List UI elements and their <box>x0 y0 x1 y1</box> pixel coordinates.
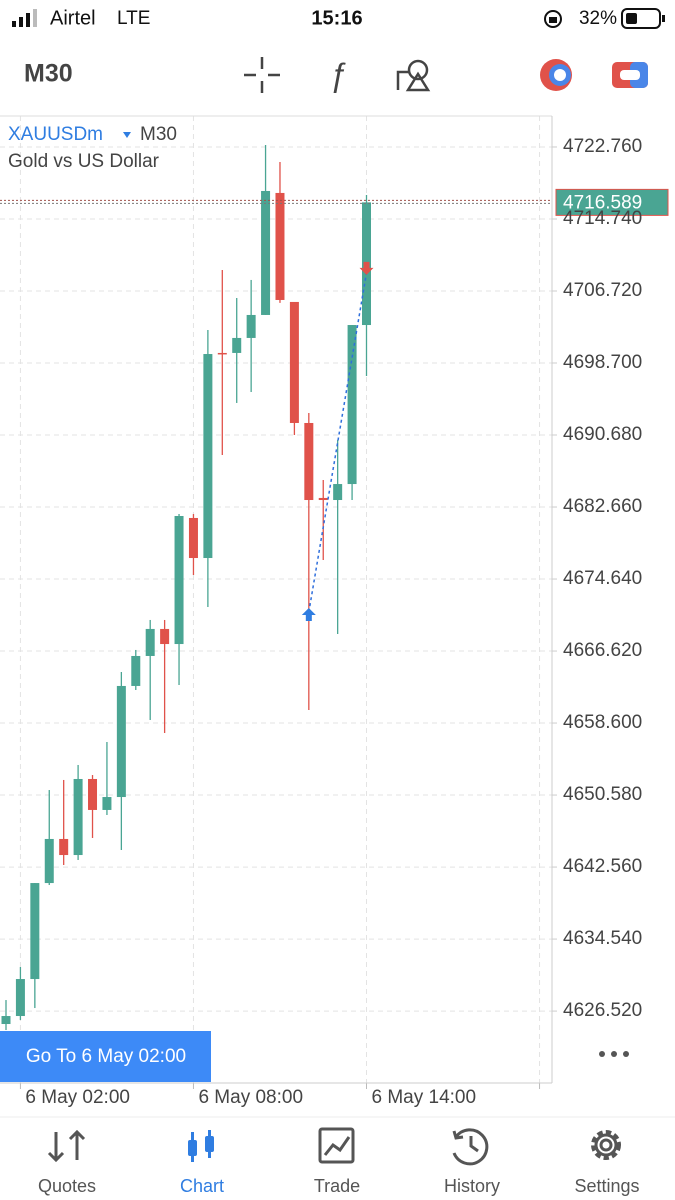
candle-body <box>188 517 198 559</box>
candle-body <box>15 979 25 1017</box>
candle-body <box>347 325 357 485</box>
goto-button[interactable] <box>0 1031 211 1082</box>
x-tick-label: 6 May 02:00 <box>25 1087 130 1108</box>
y-tick-label: 4706.720 <box>563 280 642 301</box>
quotes-icon[interactable] <box>47 1129 86 1163</box>
one-click-button[interactable] <box>540 59 572 91</box>
tab-label[interactable]: Settings <box>574 1176 639 1196</box>
y-tick-label: 4698.700 <box>563 352 642 373</box>
more-button[interactable] <box>599 1051 629 1057</box>
lock-icon <box>544 10 562 28</box>
candle-body <box>318 497 328 501</box>
signal-icon <box>12 9 37 27</box>
candle-body <box>289 301 299 423</box>
tab-label[interactable]: History <box>444 1176 500 1196</box>
trade-button[interactable] <box>612 62 648 88</box>
chart-icon[interactable] <box>188 1130 214 1162</box>
symbol-dropdown[interactable] <box>123 132 131 138</box>
chart-timeframe: M30 <box>140 124 177 145</box>
candle-body <box>174 515 184 645</box>
y-tick-label: 4626.520 <box>563 1000 642 1021</box>
candle-body <box>217 352 227 355</box>
y-tick-label: 4682.660 <box>563 496 642 517</box>
y-tick-label: 4634.540 <box>563 928 642 949</box>
candle-body <box>1 1016 11 1025</box>
symbol-description: Gold vs US Dollar <box>8 151 160 172</box>
battery-icon <box>621 8 665 29</box>
x-tick-label: 6 May 08:00 <box>198 1087 303 1108</box>
candle-body <box>145 628 155 656</box>
tab-bar: Quotes Chart Trade History Settings <box>38 1176 640 1196</box>
sell-marker <box>359 261 374 275</box>
y-tick-label: 4666.620 <box>563 640 642 661</box>
plot-area <box>0 116 557 1089</box>
y-tick-label: 4690.680 <box>563 424 642 445</box>
history-icon[interactable] <box>452 1128 489 1166</box>
candle-body <box>261 190 271 315</box>
tab-label[interactable]: Trade <box>314 1176 360 1196</box>
network: LTE <box>117 8 150 29</box>
symbol[interactable]: XAUUSDm <box>8 124 103 145</box>
y-tick-label: 4642.560 <box>563 856 642 877</box>
candle-body <box>275 192 285 300</box>
timeframe-button[interactable]: M30 <box>24 60 73 88</box>
objects-button[interactable] <box>396 59 431 92</box>
x-tick-label: 6 May 14:00 <box>372 1087 477 1108</box>
candle-body <box>333 484 343 501</box>
y-tick-label: 4722.760 <box>563 136 642 157</box>
candle-body <box>203 354 213 559</box>
crosshair-button[interactable] <box>244 57 280 93</box>
battery-text: 32% <box>579 8 617 29</box>
tab-label[interactable]: Chart <box>180 1176 224 1196</box>
y-tick-label: 4674.640 <box>563 568 642 589</box>
indicators-button[interactable]: ƒ <box>329 56 347 92</box>
candle-body <box>102 797 112 810</box>
candle-body <box>232 337 242 353</box>
price-label-box <box>555 188 669 216</box>
candle-body <box>44 838 54 884</box>
candle-body <box>73 778 83 856</box>
price-label: 4716.589 <box>563 192 642 213</box>
candle-body <box>88 778 98 810</box>
y-tick-label: 4658.600 <box>563 712 642 733</box>
candle-body <box>160 628 170 645</box>
tab-label[interactable]: Quotes <box>38 1176 96 1196</box>
buy-marker <box>301 607 316 621</box>
overlay <box>0 188 669 621</box>
candle-body <box>116 685 126 798</box>
clock: 15:16 <box>311 7 362 29</box>
y-tick-label: 4714.740 <box>563 208 642 229</box>
candle-body <box>131 655 141 686</box>
y-tick-label: 4650.580 <box>563 784 642 805</box>
trade-icon[interactable] <box>318 1127 355 1164</box>
settings-icon[interactable] <box>591 1130 621 1160</box>
carrier: Airtel <box>50 7 96 29</box>
candle-body <box>246 314 256 338</box>
candle-body <box>304 422 314 501</box>
candle-body <box>59 838 69 856</box>
goto-button-label[interactable]: Go To 6 May 02:00 <box>26 1046 186 1067</box>
candle-body <box>30 883 40 980</box>
